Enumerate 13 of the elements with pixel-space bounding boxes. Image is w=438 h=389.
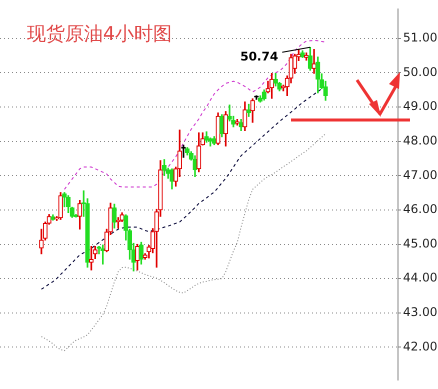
y-tick-label: 45.00: [403, 236, 438, 250]
y-tick-label: 44.00: [403, 270, 438, 285]
y-tick-label: 47.00: [403, 168, 438, 182]
candlestick: [312, 49, 316, 74]
y-tick-label: 51.00: [403, 30, 438, 44]
annotation: 50.74: [240, 49, 278, 64]
y-tick-label: 48.00: [403, 133, 438, 148]
y-tick-label: 43.00: [403, 305, 438, 320]
y-tick-label: 49.00: [403, 99, 438, 114]
y-tick-label: 42.00: [403, 339, 438, 354]
y-tick-label: 46.00: [403, 202, 438, 216]
text: 现货原油4小时图: [27, 22, 172, 47]
y-tick-label: 50.00: [403, 64, 438, 79]
